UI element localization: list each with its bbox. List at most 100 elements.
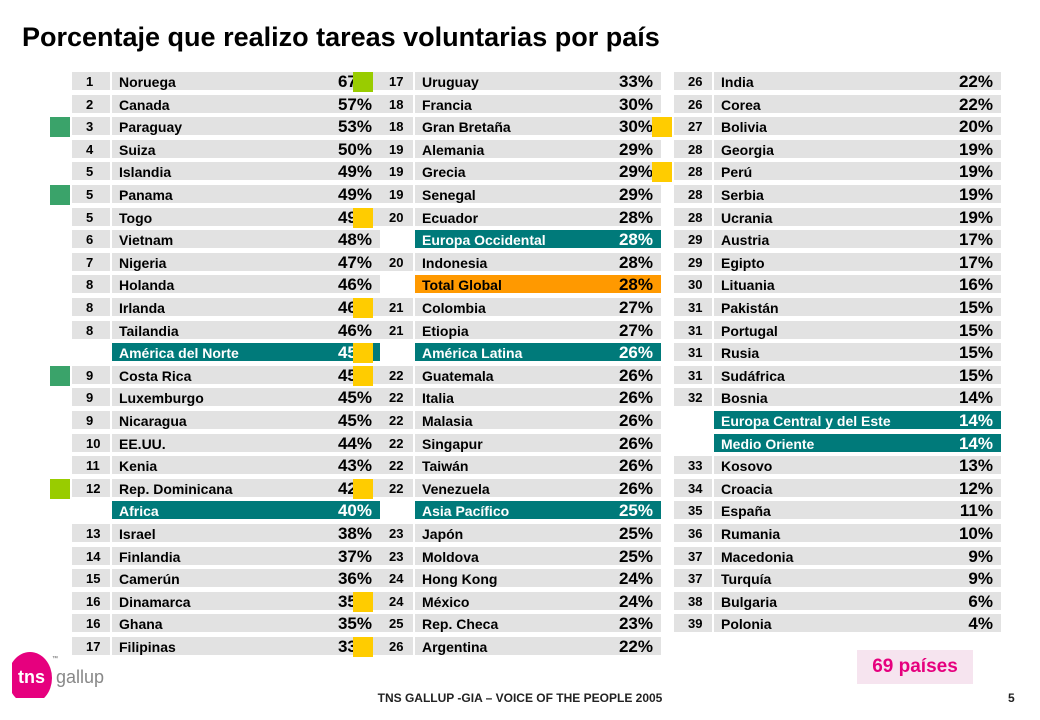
- rank-cell: 8: [72, 275, 110, 295]
- country-name-cell: EE.UU.: [112, 434, 290, 454]
- percentage-cell: 25%: [593, 547, 661, 567]
- rank-cell: 21: [375, 321, 413, 341]
- country-name-cell: Turquía: [714, 569, 919, 589]
- highlight-marker: [50, 185, 70, 205]
- country-name-cell: Bolivia: [714, 117, 919, 137]
- rank-cell: 5: [72, 162, 110, 182]
- country-row: 33 Kosovo 13%: [674, 456, 1001, 476]
- rank-cell: 37: [674, 547, 712, 567]
- country-name-cell: Nicaragua: [112, 411, 290, 431]
- country-row: 8 Tailandia 46%: [72, 321, 380, 341]
- country-name-cell: Dinamarca: [112, 592, 290, 612]
- highlight-marker: [353, 72, 373, 92]
- rank-cell: 19: [375, 185, 413, 205]
- country-row: 29 Egipto 17%: [674, 253, 1001, 273]
- country-name-cell: Kenia: [112, 456, 290, 476]
- region-row: Medio Oriente 14%: [674, 434, 1001, 454]
- highlight-marker: [50, 479, 70, 499]
- footer-text: TNS GALLUP -GIA – VOICE OF THE PEOPLE 20…: [377, 691, 663, 705]
- rank-cell: 12: [72, 479, 110, 499]
- rank-cell: 38: [674, 592, 712, 612]
- rank-cell: 13: [72, 524, 110, 544]
- country-name-cell: Japón: [415, 524, 593, 544]
- percentage-cell: 48%: [290, 230, 380, 250]
- highlight-marker: [353, 343, 373, 363]
- rank-cell: 20: [375, 208, 413, 228]
- country-row: 25 Rep. Checa 23%: [375, 614, 661, 634]
- country-row: 32 Bosnia 14%: [674, 388, 1001, 408]
- country-row: 13 Israel 38%: [72, 524, 380, 544]
- percentage-cell: 14%: [919, 411, 1001, 431]
- percentage-cell: 19%: [919, 162, 1001, 182]
- country-name-cell: México: [415, 592, 593, 612]
- highlight-marker: [50, 366, 70, 386]
- percentage-cell: 27%: [593, 321, 661, 341]
- country-row: 14 Finlandia 37%: [72, 547, 380, 567]
- country-name-cell: Europa Central y del Este: [714, 411, 919, 431]
- country-name-cell: Macedonia: [714, 547, 919, 567]
- percentage-cell: 28%: [593, 230, 661, 250]
- rank-cell: [375, 275, 413, 295]
- percentage-cell: 26%: [593, 479, 661, 499]
- country-row: 28 Serbia 19%: [674, 185, 1001, 205]
- country-name-cell: Kosovo: [714, 456, 919, 476]
- country-name-cell: Holanda: [112, 275, 290, 295]
- country-row: 7 Nigeria 47%: [72, 253, 380, 273]
- rank-cell: 22: [375, 434, 413, 454]
- country-name-cell: Costa Rica: [112, 366, 290, 386]
- percentage-cell: 33%: [593, 72, 661, 92]
- country-row: 31 Rusia 15%: [674, 343, 1001, 363]
- country-row: 30 Lituania 16%: [674, 275, 1001, 295]
- rank-cell: 31: [674, 321, 712, 341]
- country-name-cell: Rep. Checa: [415, 614, 593, 634]
- country-name-cell: Moldova: [415, 547, 593, 567]
- country-name-cell: Canada: [112, 95, 290, 115]
- country-name-cell: Rep. Dominicana: [112, 479, 290, 499]
- percentage-cell: 28%: [593, 275, 661, 295]
- rank-cell: 29: [674, 253, 712, 273]
- percentage-cell: 13%: [919, 456, 1001, 476]
- percentage-cell: 25%: [593, 501, 661, 521]
- country-name-cell: Gran Bretaña: [415, 117, 593, 137]
- country-row: 21 Colombia 27%: [353, 298, 661, 318]
- percentage-cell: 15%: [919, 298, 1001, 318]
- page-number: 5: [1008, 691, 1015, 705]
- percentage-cell: 22%: [919, 72, 1001, 92]
- country-name-cell: Total Global: [415, 275, 593, 295]
- percentage-cell: 29%: [593, 162, 661, 182]
- country-name-cell: Rumania: [714, 524, 919, 544]
- percentage-cell: 26%: [593, 343, 661, 363]
- country-name-cell: Asia Pacífico: [415, 501, 593, 521]
- percentage-cell: 22%: [919, 95, 1001, 115]
- country-row: 18 Gran Bretaña 30%: [375, 117, 661, 137]
- percentage-cell: 24%: [593, 569, 661, 589]
- country-name-cell: Islandia: [112, 162, 290, 182]
- country-name-cell: Suiza: [112, 140, 290, 160]
- rank-cell: 8: [72, 321, 110, 341]
- rank-cell: [674, 434, 712, 454]
- country-row: 28 Ucrania 19%: [674, 208, 1001, 228]
- country-name-cell: Filipinas: [112, 637, 290, 657]
- country-name-cell: Grecia: [415, 162, 593, 182]
- country-row: 31 Pakistán 15%: [674, 298, 1001, 318]
- country-name-cell: Venezuela: [415, 479, 593, 499]
- percentage-cell: 26%: [593, 456, 661, 476]
- country-name-cell: Ghana: [112, 614, 290, 634]
- percentage-cell: 38%: [290, 524, 380, 544]
- country-name-cell: Israel: [112, 524, 290, 544]
- country-name-cell: Guatemala: [415, 366, 593, 386]
- country-row: 37 Macedonia 9%: [674, 547, 1001, 567]
- country-name-cell: América del Norte: [112, 343, 290, 363]
- country-row: 15 Camerún 36%: [72, 569, 380, 589]
- percentage-cell: 40%: [290, 501, 380, 521]
- rank-cell: 31: [674, 366, 712, 386]
- percentage-cell: 26%: [593, 434, 661, 454]
- rank-cell: 31: [674, 343, 712, 363]
- region-row: América Latina 26%: [353, 343, 661, 363]
- rank-cell: 24: [375, 569, 413, 589]
- rank-cell: [375, 343, 413, 363]
- country-name-cell: Sudáfrica: [714, 366, 919, 386]
- rank-cell: 9: [72, 411, 110, 431]
- country-name-cell: India: [714, 72, 919, 92]
- country-row: 6 Vietnam 48%: [72, 230, 380, 250]
